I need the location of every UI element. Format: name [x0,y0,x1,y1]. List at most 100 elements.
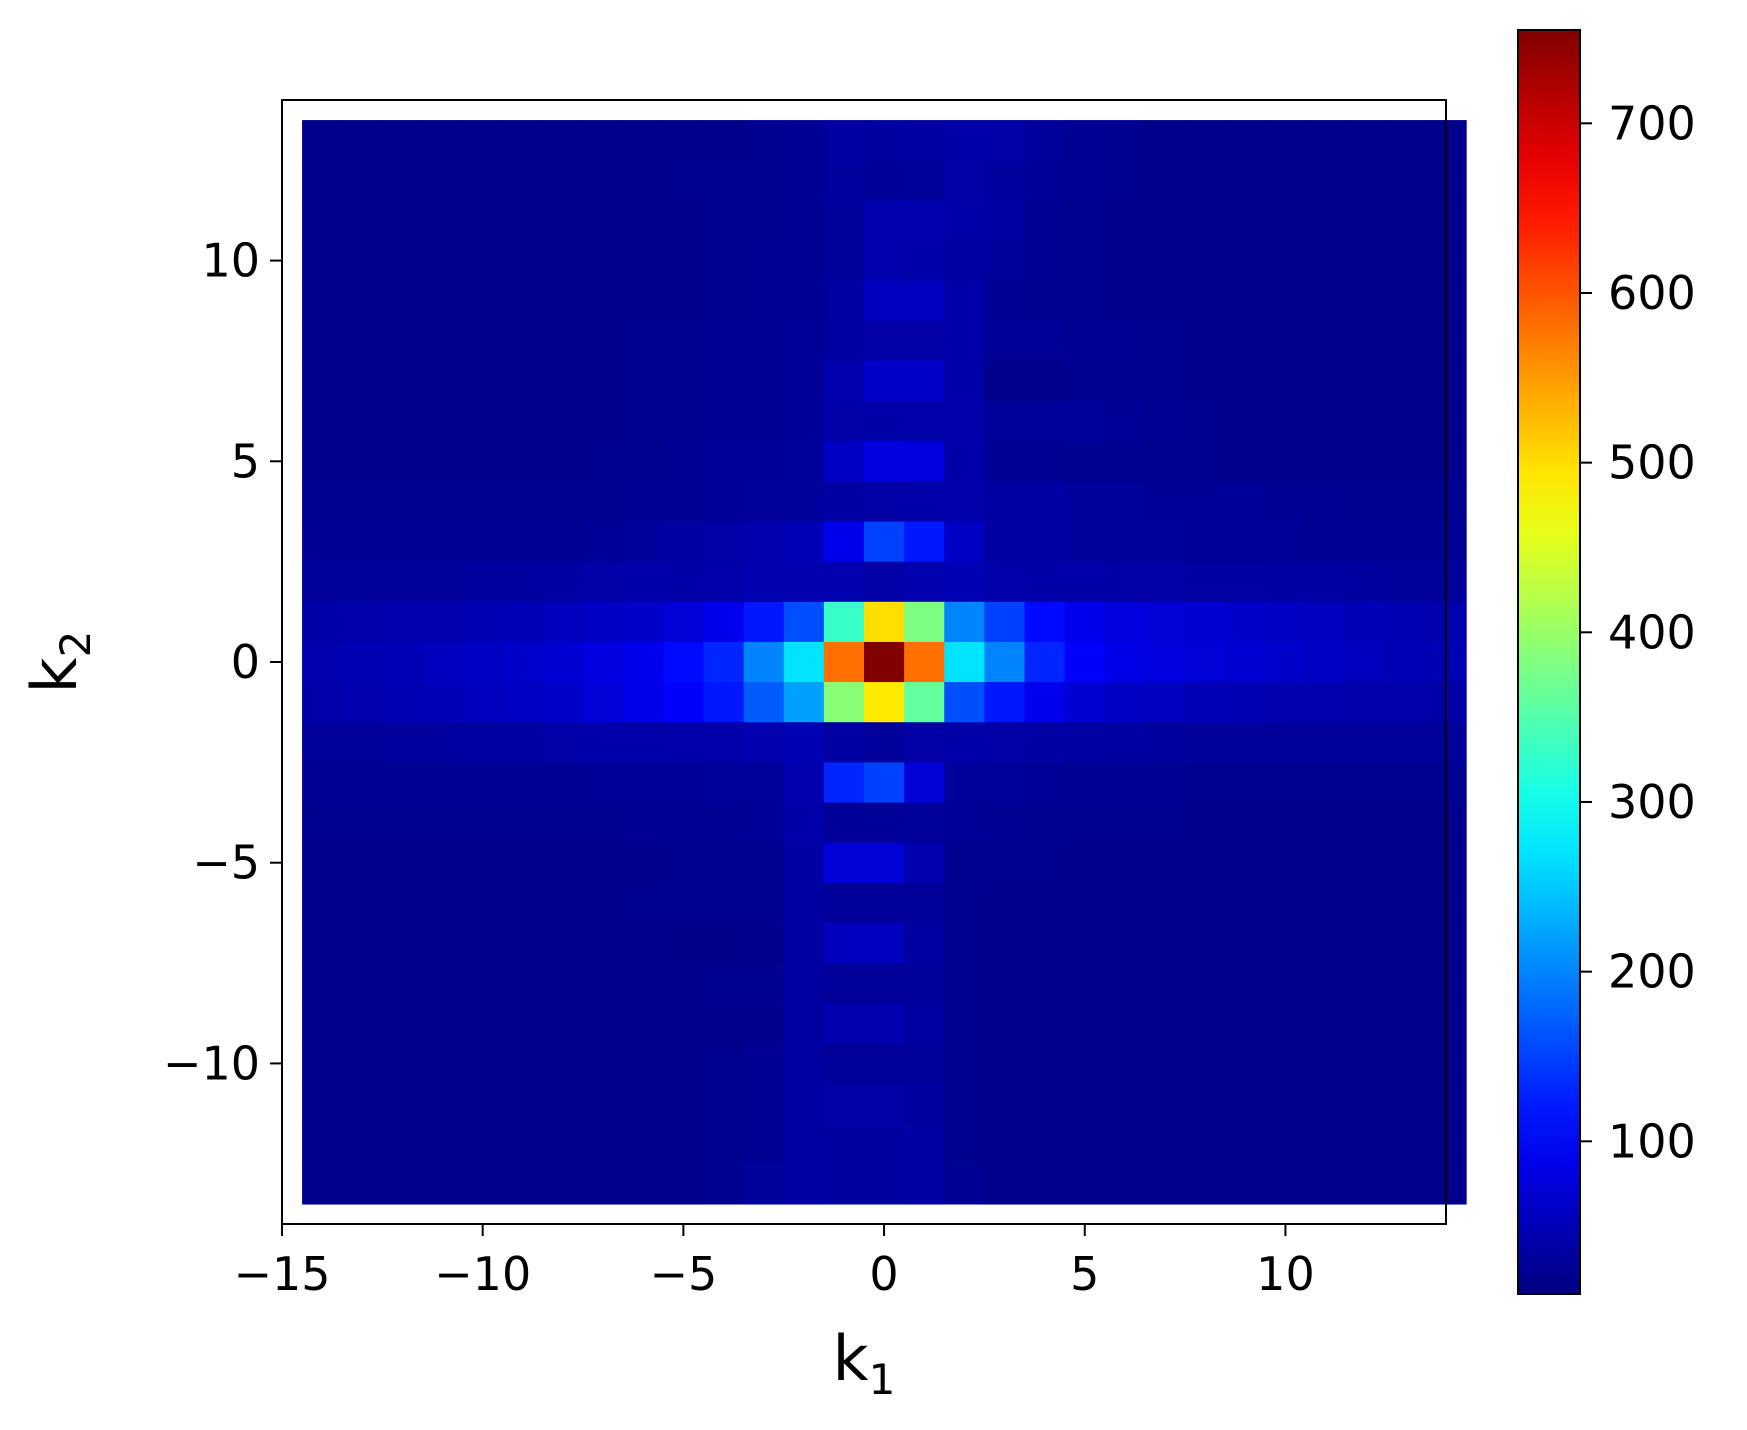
heatmap-cell [302,682,343,723]
heatmap-cell [944,802,986,844]
heatmap-cell [904,401,945,442]
heatmap-cell [502,922,544,964]
heatmap-cell [703,441,745,482]
colorbar [1517,29,1581,1295]
heatmap-cell [1345,963,1387,1004]
heatmap-cell [1104,802,1146,844]
heatmap-cell [1104,682,1146,723]
heatmap-cell [1104,320,1146,362]
heatmap-cell [1185,842,1226,884]
heatmap-cell [1225,762,1266,804]
heatmap-cell [502,1003,544,1044]
heatmap-cell [462,441,504,482]
heatmap-cell [542,160,584,201]
heatmap-cell [1225,1123,1266,1165]
heatmap-cell [703,802,745,844]
heatmap-cell [703,160,745,201]
heatmap-cell [462,762,504,804]
heatmap-cell [1305,842,1347,884]
heatmap-cell [823,963,865,1004]
heatmap-cell [623,601,664,643]
heatmap-cell [1225,240,1266,282]
heatmap-cell [623,1003,664,1044]
heatmap-cell [904,1123,945,1165]
heatmap-cell [984,802,1026,844]
heatmap-cell [1265,1163,1307,1205]
heatmap-cell [1144,1123,1186,1165]
heatmap-cell [542,521,584,563]
heatmap-cell [783,1083,825,1125]
heatmap-cell [663,320,705,362]
heatmap-cell [1225,521,1266,563]
heatmap-cell [1064,360,1106,402]
heatmap-cell [703,561,745,603]
heatmap-cell [1185,200,1226,242]
heatmap-cell [1225,682,1266,723]
heatmap-cell [823,160,865,201]
heatmap-cell [542,561,584,603]
heatmap-cell [783,922,825,964]
heatmap-cell [1225,200,1266,242]
heatmap-cell [783,802,825,844]
heatmap-cell [904,320,945,362]
heatmap-cell [944,441,986,482]
heatmap-cell [944,1163,986,1205]
heatmap-cell [502,360,544,402]
heatmap-cell [342,401,383,442]
heatmap-cell [462,561,504,603]
heatmap-cell [984,320,1026,362]
heatmap-cell [743,120,785,161]
heatmap-cell [864,601,905,643]
heatmap-cell [944,682,986,723]
heatmap-cell [864,1163,905,1205]
heatmap-cell [743,280,785,322]
heatmap-cell [1104,120,1146,161]
heatmap-cell [1345,1043,1387,1085]
heatmap-cell [944,360,986,402]
heatmap-cell [904,481,945,523]
heatmap-cell [542,842,584,884]
heatmap-cell [783,682,825,723]
heatmap-cell [1305,401,1347,442]
heatmap-cell [823,1043,865,1085]
heatmap-cell [743,641,785,683]
heatmap-cell [743,1163,785,1205]
heatmap-cell [583,1123,624,1165]
heatmap-cell [1024,802,1066,844]
heatmap-cell [1385,441,1427,482]
heatmap-cell [1305,1043,1347,1085]
heatmap-cell [783,842,825,884]
heatmap-cell [502,842,544,884]
heatmap-cell [1064,1003,1106,1044]
heatmap-cell [944,401,986,442]
heatmap-cell [342,882,383,924]
heatmap-cell [944,963,986,1004]
heatmap-cell [382,1163,424,1205]
heatmap-cell [823,240,865,282]
heatmap-cell [663,802,705,844]
heatmap-cell [1144,481,1186,523]
heatmap-cell [1265,481,1307,523]
heatmap-cell [1305,521,1347,563]
heatmap-cell [1185,1003,1226,1044]
heatmap-cell [944,601,986,643]
heatmap-cell [1064,1123,1106,1165]
heatmap-cell [1144,722,1186,763]
heatmap-cell [783,963,825,1004]
heatmap-cell [703,280,745,322]
heatmap-cell [542,401,584,442]
heatmap-cell [743,1123,785,1165]
heatmap-cell [623,401,664,442]
heatmap-cell [542,1083,584,1125]
heatmap-cell [743,240,785,282]
heatmap-cell [1305,320,1347,362]
heatmap-cell [1064,1083,1106,1125]
heatmap-cell [1345,120,1387,161]
heatmap-cell [864,1043,905,1085]
heatmap-cell [502,682,544,723]
heatmap-cell [1024,1123,1066,1165]
heatmap-cell [342,722,383,763]
heatmap-cell [663,521,705,563]
heatmap-cell [1024,561,1066,603]
heatmap-cell [302,601,343,643]
